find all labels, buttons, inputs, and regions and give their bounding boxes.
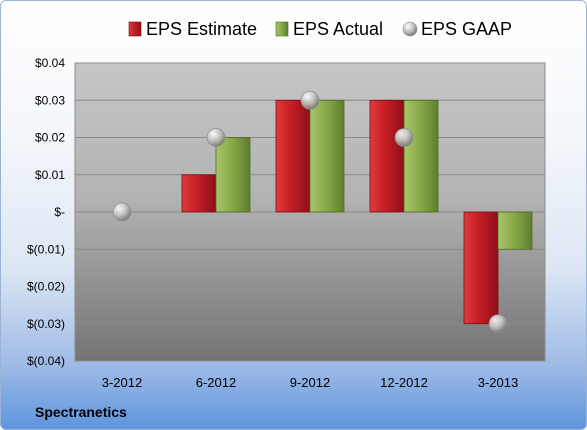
legend-gaap-label: EPS GAAP (421, 19, 512, 39)
y-tick-label: $0.02 (35, 131, 65, 145)
gaap-marker (300, 90, 320, 110)
y-tick-label: $0.04 (35, 56, 65, 70)
y-tick-label: $(0.04) (27, 354, 65, 368)
actual-bar (309, 99, 345, 213)
gaap-marker (394, 128, 414, 147)
company-name: Spectranetics (35, 404, 127, 420)
gaap-marker (206, 128, 226, 147)
legend-actual-swatch (275, 21, 289, 37)
x-axis-ticks: 3-2012 6-2012 9-2012 12-2012 3-2013 (102, 375, 518, 390)
x-tick-label: 12-2012 (380, 375, 428, 390)
legend-gaap-swatch (402, 21, 418, 37)
legend: EPS Estimate EPS Actual EPS GAAP (128, 19, 512, 39)
y-axis-ticks: $0.04 $0.03 $0.02 $0.01 $- $(0.01) $(0.02) $(0.… (27, 56, 65, 368)
x-tick-label: 3-2013 (478, 375, 518, 390)
legend-actual-label: EPS Actual (293, 19, 383, 39)
actual-bar (403, 99, 439, 213)
x-tick-label: 3-2012 (102, 375, 142, 390)
gaap-markers (112, 90, 508, 334)
actual-bar (497, 211, 533, 250)
y-tick-label: $(0.01) (27, 242, 65, 256)
bars (181, 99, 533, 325)
gaap-marker (488, 314, 508, 334)
estimate-bar (463, 211, 499, 325)
estimate-bar (275, 99, 311, 213)
y-tick-label: $(0.03) (27, 317, 65, 331)
y-tick-label: $- (54, 205, 65, 219)
legend-estimate-swatch (128, 21, 142, 37)
actual-bar (215, 137, 251, 213)
legend-estimate-label: EPS Estimate (146, 19, 257, 39)
gaap-marker (112, 202, 132, 222)
estimate-bar (369, 99, 405, 213)
estimate-bar (181, 174, 217, 213)
y-tick-label: $(0.02) (27, 280, 65, 294)
x-tick-label: 6-2012 (196, 375, 236, 390)
x-tick-label: 9-2012 (290, 375, 330, 390)
y-tick-label: $0.03 (35, 93, 65, 107)
y-tick-label: $0.01 (35, 168, 65, 182)
